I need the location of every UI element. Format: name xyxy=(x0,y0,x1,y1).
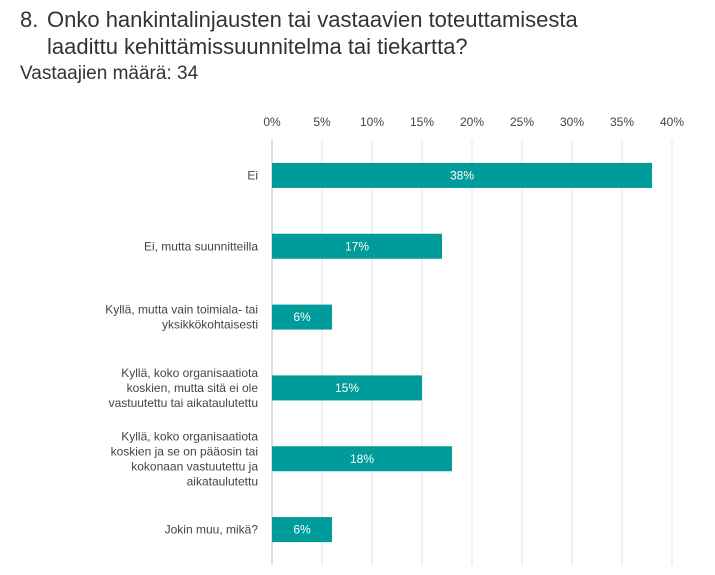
category-label-line: aikataulutettu xyxy=(187,474,258,488)
category-label-line: Jokin muu, mikä? xyxy=(165,523,259,537)
x-tick-label: 25% xyxy=(510,115,534,129)
data-label: 17% xyxy=(345,239,369,253)
category-label-line: koskien ja se on pääosin tai xyxy=(111,444,258,458)
category-label-line: Ei, mutta suunnitteilla xyxy=(144,239,258,253)
question-title-line-1: Onko hankintalinjausten tai vastaavien t… xyxy=(47,7,578,32)
category-label-line: Kyllä, koko organisaatiota xyxy=(121,429,258,443)
category-label-line: kokonaan vastuutettu ja xyxy=(131,459,258,473)
x-tick-label: 5% xyxy=(313,115,331,129)
bar xyxy=(272,375,422,401)
category-label: Kyllä, koko organisaatiota koskien ja se … xyxy=(111,429,259,488)
bar xyxy=(272,517,332,543)
category-label-line: yksikkökohtaisesti xyxy=(162,318,258,332)
category-label: Jokin muu, mikä? xyxy=(165,523,259,537)
x-tick-label: 30% xyxy=(560,115,584,129)
data-label: 18% xyxy=(350,452,374,466)
respondent-count: Vastaajien määrä: 34 xyxy=(20,63,199,84)
question-number: 8. xyxy=(20,7,39,32)
category-label-line: koskien, mutta sitä ei ole xyxy=(127,381,259,395)
x-tick-label: 10% xyxy=(360,115,384,129)
x-tick-label: 35% xyxy=(610,115,634,129)
data-label: 6% xyxy=(293,523,311,537)
question-title-line-2: laadittu kehittämissuunnitelma tai tieka… xyxy=(47,34,468,59)
data-label: 38% xyxy=(450,168,474,182)
question-title: 8. Onko hankintalinjausten tai vastaavien… xyxy=(20,6,710,60)
bar xyxy=(272,233,442,259)
category-label: Kyllä, mutta vain toimiala- tai yksikköko… xyxy=(105,303,258,332)
bar xyxy=(272,446,452,472)
x-tick-label: 40% xyxy=(660,115,684,129)
data-label: 15% xyxy=(335,381,359,395)
category-label-line: vastuutettu tai aikataulutettu xyxy=(109,396,258,410)
category-label-line: Kyllä, koko organisaatiota xyxy=(121,366,258,380)
x-tick-label: 20% xyxy=(460,115,484,129)
category-label-line: Ei xyxy=(247,168,258,182)
x-tick-label: 0% xyxy=(263,115,281,129)
category-label-line: Kyllä, mutta vain toimiala- tai xyxy=(105,303,258,317)
data-label: 6% xyxy=(293,310,311,324)
bar xyxy=(272,162,652,188)
bar xyxy=(272,304,332,330)
category-label: Ei xyxy=(247,168,258,182)
category-label: Kyllä, koko organisaatiota koskien, mutta… xyxy=(109,366,259,410)
x-tick-label: 15% xyxy=(410,115,434,129)
category-label: Ei, mutta suunnitteilla xyxy=(144,239,258,253)
